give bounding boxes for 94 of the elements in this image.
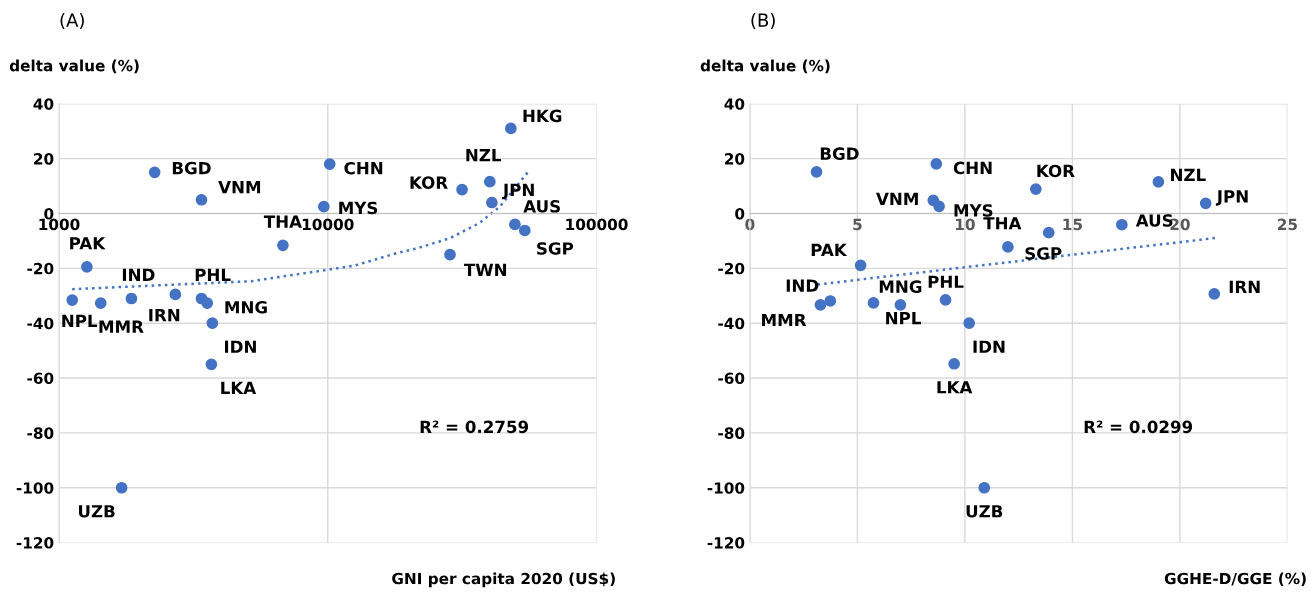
y-tick-label: -100 [16, 482, 54, 494]
point [1030, 183, 1042, 195]
annotation: UZB [966, 505, 1003, 518]
point [810, 165, 823, 178]
annotation: MYS [339, 201, 378, 215]
annotation: SGP [537, 242, 574, 255]
annotation: MNG [225, 300, 267, 314]
point [1152, 176, 1165, 188]
point [1002, 241, 1014, 253]
y-tick-label: -60 [27, 372, 54, 385]
y-tick-label: -120 [16, 537, 54, 549]
y-tick-label: -40 [718, 317, 745, 330]
chart-title: (A) [60, 12, 84, 30]
x-tick-label: 100000 [566, 218, 628, 231]
point [1199, 197, 1212, 210]
point [824, 295, 837, 307]
annotation: BGD [820, 147, 859, 160]
annotation: NPL [886, 312, 921, 325]
x-tick-label: 25 [1277, 218, 1297, 231]
point [867, 297, 880, 309]
annotation: PHL [928, 275, 964, 288]
point [814, 298, 827, 311]
point [933, 200, 945, 213]
y-tick-label: -100 [707, 482, 745, 494]
y-tick-label: 0 [44, 207, 54, 220]
point [1042, 226, 1055, 239]
point [948, 357, 960, 370]
y-tick-label: -80 [27, 427, 54, 439]
annotation: KOR [410, 176, 448, 189]
annotation: KOR [1037, 164, 1075, 178]
annotation: IDN [224, 340, 256, 353]
y-tick-label: 40 [724, 98, 745, 110]
annotation: IND [786, 279, 819, 292]
point [930, 157, 943, 170]
point [1116, 218, 1128, 231]
x-tick-label: 1000 [39, 218, 80, 231]
x-tick-label: 10 [955, 218, 975, 231]
y-tick-label: -80 [718, 427, 745, 439]
annotation: UZB [78, 505, 115, 518]
annotation: PHL [195, 268, 231, 281]
point [939, 294, 952, 306]
y-tick-label: 40 [33, 98, 54, 110]
point [894, 298, 907, 311]
annotation: MNG [879, 280, 922, 293]
x-tick-label: 5 [853, 218, 862, 231]
annotation: VNM [876, 192, 918, 205]
annotation: THA [983, 217, 1022, 230]
annotation: VNM [218, 181, 261, 194]
point [1208, 287, 1221, 300]
point [854, 259, 867, 272]
annotation: IRN [1229, 280, 1260, 293]
annotation: TWN [463, 263, 507, 276]
annotation: IND [122, 268, 155, 281]
annotation: HKG [523, 109, 562, 123]
x-tick-label: 10000 [302, 218, 354, 231]
annotation: SGP [1025, 247, 1062, 260]
annotation: R² = 0.2759 [420, 420, 529, 434]
y-axis-title: delta value (%) [700, 59, 830, 74]
y-tick-label: 0 [735, 207, 745, 220]
y-tick-label: 20 [724, 153, 745, 165]
x-axis-title: GGHE-D/GGE (%) [1164, 572, 1306, 587]
annotation: BGD [172, 161, 211, 175]
x-tick-label: 0 [745, 218, 755, 231]
y-tick-label: 20 [34, 153, 54, 165]
annotation: MYS [954, 204, 993, 217]
annotation: CHN [953, 161, 992, 175]
annotation: JPN [1215, 190, 1248, 206]
annotation: PAK [70, 237, 106, 250]
point [963, 317, 976, 330]
y-axis-title: delta value (%) [9, 59, 139, 74]
annotation: IRN [149, 309, 180, 322]
y-tick-label: -20 [718, 262, 745, 275]
annotation: IDN [973, 340, 1005, 353]
y-tick-label: -40 [27, 317, 54, 330]
y-tick-label: -20 [27, 262, 54, 275]
annotation: R² = 0.0299 [1084, 420, 1193, 434]
annotation: AUS [523, 200, 560, 213]
chart-title: (B) [751, 12, 775, 30]
point [978, 481, 991, 494]
annotation: PAK [811, 243, 848, 257]
x-tick-label: 15 [1063, 218, 1082, 231]
annotation: MMR [99, 320, 144, 333]
annotation: THA [263, 215, 302, 228]
annotation: MMR [762, 313, 807, 327]
annotation: CHN [344, 161, 383, 175]
y-tick-label: -60 [718, 372, 745, 385]
y-tick-label: -120 [707, 537, 745, 549]
annotation: LKA [937, 381, 973, 394]
annotation: NPL [62, 314, 98, 327]
x-axis-title: GNI per capita 2020 (US$) [392, 572, 615, 588]
annotation: LKA [221, 381, 257, 394]
annotation: JPN [502, 183, 534, 200]
annotation: NZL [466, 149, 502, 162]
annotation: NZL [1171, 168, 1206, 181]
